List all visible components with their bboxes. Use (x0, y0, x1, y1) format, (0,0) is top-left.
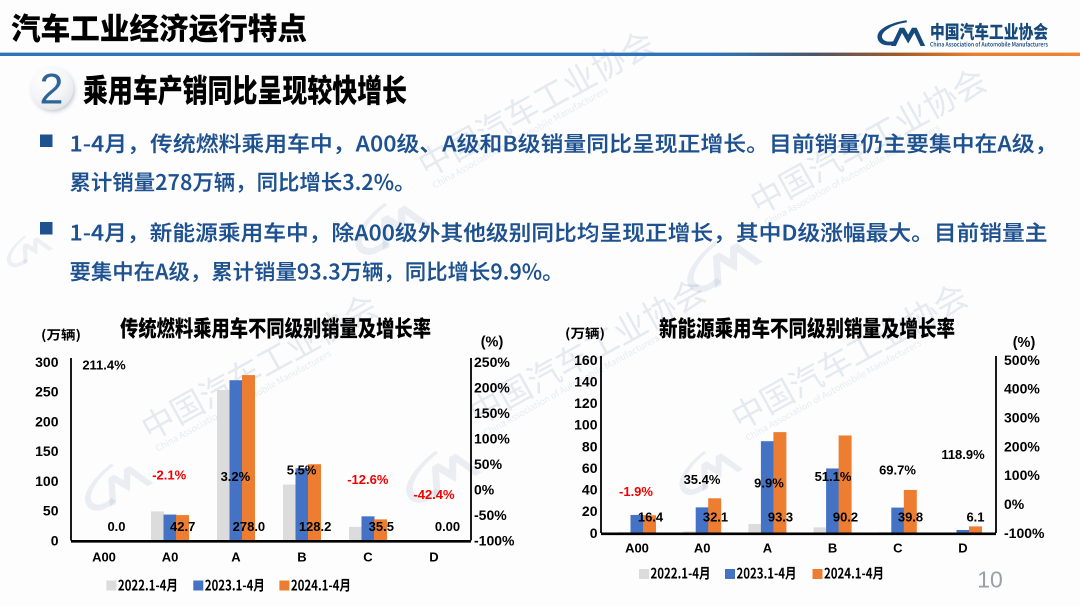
svg-text:3.2%: 3.2% (221, 469, 251, 484)
svg-text:5.5%: 5.5% (287, 463, 317, 478)
svg-text:-100%: -100% (1004, 525, 1045, 541)
svg-text:400%: 400% (1004, 381, 1040, 397)
svg-text:50%: 50% (474, 456, 503, 472)
svg-text:B: B (828, 541, 837, 556)
svg-text:-50%: -50% (474, 507, 507, 523)
svg-text:A: A (763, 541, 773, 556)
svg-text:500%: 500% (1004, 352, 1040, 368)
svg-text:-42.4%: -42.4% (413, 487, 455, 502)
svg-text:278.0: 278.0 (233, 519, 266, 534)
svg-text:C: C (893, 541, 903, 556)
svg-text:211.4%: 211.4% (82, 358, 126, 373)
svg-text:0.00: 0.00 (435, 519, 460, 534)
svg-text:60: 60 (582, 460, 598, 476)
svg-text:51.1%: 51.1% (815, 469, 852, 484)
svg-text:(%): (%) (481, 335, 504, 351)
svg-text:-1.9%: -1.9% (619, 484, 653, 499)
svg-text:200: 200 (35, 413, 59, 429)
svg-text:120: 120 (574, 395, 598, 411)
svg-text:A00: A00 (625, 541, 649, 556)
svg-text:40: 40 (582, 482, 598, 498)
svg-text:A0: A0 (694, 541, 711, 556)
svg-text:300%: 300% (1004, 410, 1040, 426)
svg-text:69.7%: 69.7% (879, 463, 916, 478)
svg-text:80: 80 (582, 438, 598, 454)
svg-text:42.7: 42.7 (170, 519, 195, 534)
svg-text:B: B (297, 550, 306, 565)
svg-text:0: 0 (51, 532, 59, 548)
svg-text:-2.1%: -2.1% (152, 468, 186, 483)
svg-text:D: D (958, 541, 967, 556)
svg-text:C: C (363, 550, 373, 565)
svg-text:90.2: 90.2 (833, 510, 858, 525)
svg-text:160: 160 (574, 352, 598, 368)
svg-text:250: 250 (35, 384, 59, 400)
svg-text:0: 0 (590, 525, 598, 541)
svg-text:100%: 100% (474, 430, 510, 446)
svg-text:0%: 0% (1004, 496, 1025, 512)
svg-text:250%: 250% (474, 354, 510, 370)
svg-text:A: A (231, 550, 241, 565)
svg-text:100%: 100% (1004, 467, 1040, 483)
svg-text:300: 300 (35, 354, 59, 370)
svg-text:9.9%: 9.9% (754, 476, 784, 491)
svg-text:-12.6%: -12.6% (347, 472, 389, 487)
svg-text:0%: 0% (474, 481, 495, 497)
svg-text:100: 100 (574, 417, 598, 433)
svg-text:35.4%: 35.4% (684, 472, 721, 487)
svg-text:A00: A00 (92, 550, 116, 565)
svg-text:-100%: -100% (474, 532, 515, 548)
svg-text:100: 100 (35, 473, 59, 489)
svg-text:39.8: 39.8 (898, 510, 923, 525)
svg-text:200%: 200% (1004, 438, 1040, 454)
svg-text:6.1: 6.1 (966, 510, 984, 525)
svg-text:16.4: 16.4 (638, 510, 664, 525)
svg-text:35.5: 35.5 (369, 519, 394, 534)
svg-text:(%): (%) (1013, 335, 1036, 351)
svg-text:A0: A0 (162, 550, 179, 565)
svg-text:2: 2 (40, 66, 64, 114)
svg-text:150: 150 (35, 443, 59, 459)
svg-text:D: D (429, 550, 438, 565)
svg-text:0.0: 0.0 (107, 519, 125, 534)
svg-text:20: 20 (582, 503, 598, 519)
svg-text:50: 50 (43, 503, 59, 519)
svg-text:118.9%: 118.9% (941, 447, 985, 462)
svg-text:150%: 150% (474, 405, 510, 421)
svg-text:32.1: 32.1 (703, 510, 728, 525)
svg-text:128.2: 128.2 (299, 519, 332, 534)
svg-text:93.3: 93.3 (768, 510, 793, 525)
svg-text:10: 10 (977, 567, 1003, 593)
svg-text:140: 140 (574, 373, 598, 389)
svg-text:200%: 200% (474, 379, 510, 395)
